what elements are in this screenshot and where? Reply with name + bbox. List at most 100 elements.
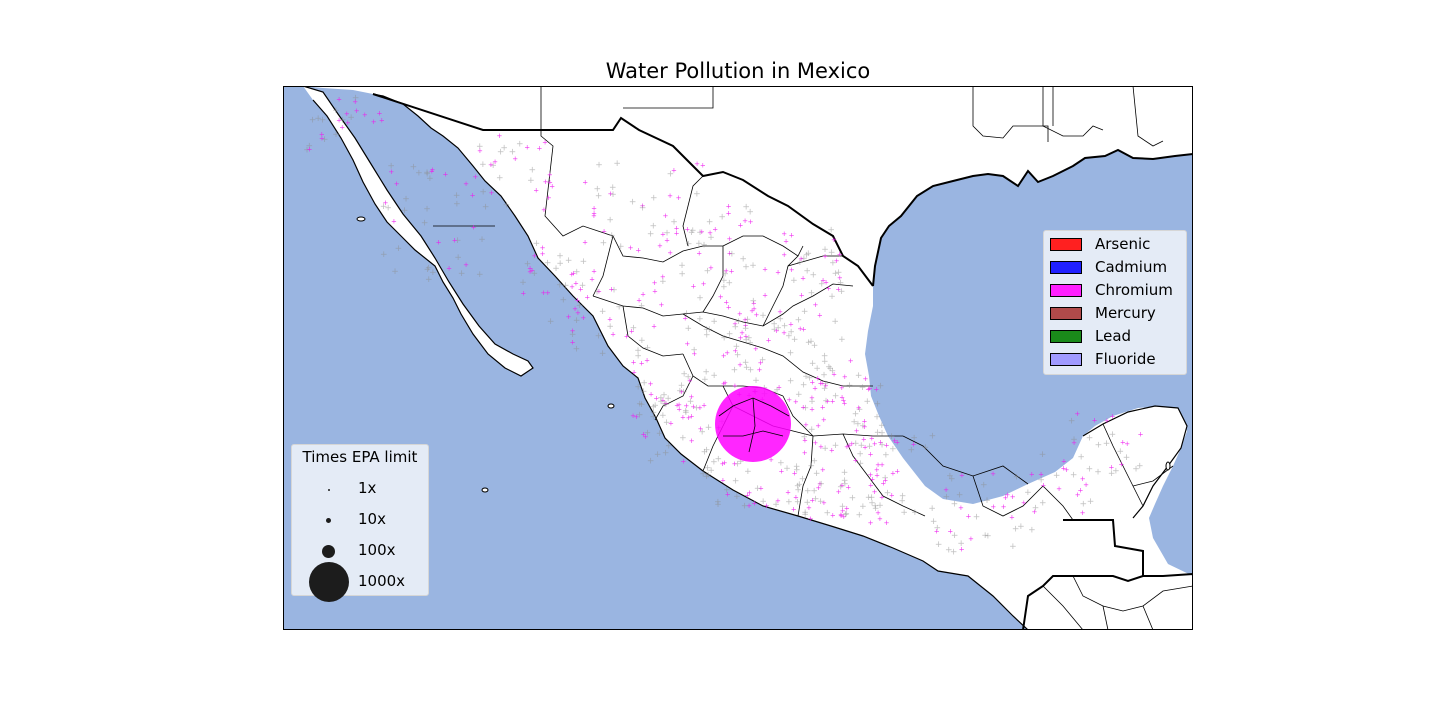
measurement-marker: + (731, 366, 739, 376)
chromium-marker: + (775, 497, 781, 505)
size-marker-10x (326, 518, 331, 523)
chromium-marker: + (753, 345, 759, 353)
chromium-marker: + (520, 290, 526, 298)
measurement-marker: + (726, 279, 734, 289)
measurement-marker: + (868, 493, 876, 503)
chromium-marker: + (792, 470, 798, 478)
size-legend-item: 10x (292, 509, 428, 539)
chromium-marker: + (1118, 460, 1124, 468)
legend-item-chromium: Chromium (1050, 281, 1173, 299)
chromium-marker: + (737, 361, 743, 369)
chromium-marker: + (1077, 487, 1083, 495)
chromium-marker: + (1110, 413, 1116, 421)
chromium-marker: + (838, 511, 844, 519)
chromium-marker: + (306, 146, 312, 154)
measurement-marker: + (726, 330, 734, 340)
chromium-marker: + (723, 299, 729, 307)
chromium-marker: + (700, 161, 706, 169)
measurement-marker: + (380, 250, 388, 260)
chromium-marker: + (336, 95, 342, 103)
chromium-marker: + (820, 466, 826, 474)
chromium-marker: + (812, 384, 818, 392)
measurement-marker: + (640, 387, 648, 397)
measurement-marker: + (950, 548, 958, 558)
measurement-marker: + (1070, 435, 1078, 445)
measurement-marker: + (707, 466, 715, 476)
chromium-marker: + (726, 203, 732, 211)
measurement-marker: + (831, 317, 839, 327)
chromium-marker: + (527, 264, 533, 272)
measurement-marker: + (888, 432, 896, 442)
chromium-marker: + (823, 382, 829, 390)
size-legend-item: 100x (292, 540, 428, 570)
measurement-marker: + (804, 486, 812, 496)
chromium-marker: + (846, 442, 852, 450)
measurement-marker: + (670, 217, 678, 227)
chromium-marker: + (726, 210, 732, 218)
chromium-marker: + (746, 489, 752, 497)
measurement-marker: + (617, 242, 625, 252)
measurement-marker: + (660, 390, 668, 400)
measurement-marker: + (650, 408, 658, 418)
chromium-marker: + (1001, 503, 1007, 511)
measurement-marker: + (854, 419, 862, 429)
measurement-marker: + (519, 278, 527, 288)
chromium-marker: + (477, 147, 483, 155)
measurement-marker: + (704, 470, 712, 480)
measurement-marker: + (647, 230, 655, 240)
chromium-marker: + (547, 179, 553, 187)
measurement-marker: + (565, 256, 573, 266)
chromium-marker: + (965, 513, 971, 521)
chromium-marker: + (680, 413, 686, 421)
chromium-marker: + (751, 300, 757, 308)
chromium-marker: + (868, 482, 874, 490)
chromium-marker: + (660, 231, 666, 239)
measurement-marker: + (934, 524, 942, 534)
measurement-marker: + (384, 203, 392, 213)
measurement-marker: + (1108, 469, 1116, 479)
measurement-marker: + (802, 404, 810, 414)
chromium-marker: + (840, 397, 846, 405)
measurement-marker: + (811, 341, 819, 351)
chromium-marker: + (446, 264, 452, 272)
chromium-marker: + (743, 321, 749, 329)
measurement-marker: + (827, 226, 835, 236)
measurement-marker: + (595, 332, 603, 342)
map-area[interactable]: + + + + + + + + + + + + + + + + + + + + + + + + + + + + + + + + + + + + + + + +… (283, 86, 1193, 630)
measurement-marker: + (1136, 461, 1144, 471)
chromium-marker: + (783, 237, 789, 245)
chromium-marker: + (682, 315, 688, 323)
measurement-marker: + (684, 372, 692, 382)
chromium-marker: + (575, 309, 581, 317)
legend-label: Mercury (1095, 304, 1156, 322)
chromium-marker: + (737, 310, 743, 318)
measurement-marker: + (983, 496, 991, 506)
measurement-marker: + (737, 457, 745, 467)
chromium-marker: + (723, 267, 729, 275)
measurement-marker: + (772, 500, 780, 510)
measurement-marker: + (332, 130, 340, 140)
measurement-marker: + (689, 226, 697, 236)
measurement-marker: + (693, 404, 701, 414)
chromium-marker: + (748, 218, 754, 226)
measurement-markers: +++++++++++++ +++++++++++++++++++++++++++… (303, 94, 1143, 558)
measurement-marker: + (638, 301, 646, 311)
chromium-marker: + (472, 173, 478, 181)
chromium-marker: + (1040, 481, 1046, 489)
measurement-marker: + (680, 388, 688, 398)
measurement-marker: + (948, 474, 956, 484)
measurement-marker: + (678, 261, 686, 271)
gulf-coast (872, 148, 1193, 287)
chromium-marker: + (698, 425, 704, 433)
measurement-marker: + (613, 159, 621, 169)
chromium-marker: + (1092, 417, 1098, 425)
chromium-marker: + (732, 347, 738, 355)
measurement-marker: + (595, 160, 603, 170)
chromium-marker: + (789, 231, 795, 239)
legend-label: Arsenic (1095, 235, 1151, 253)
chromium-marker: + (591, 268, 597, 276)
chromium-marker: + (667, 249, 673, 257)
measurement-marker: + (1068, 417, 1076, 427)
chromium-marker: + (391, 217, 397, 225)
measurement-marker: + (742, 263, 750, 273)
